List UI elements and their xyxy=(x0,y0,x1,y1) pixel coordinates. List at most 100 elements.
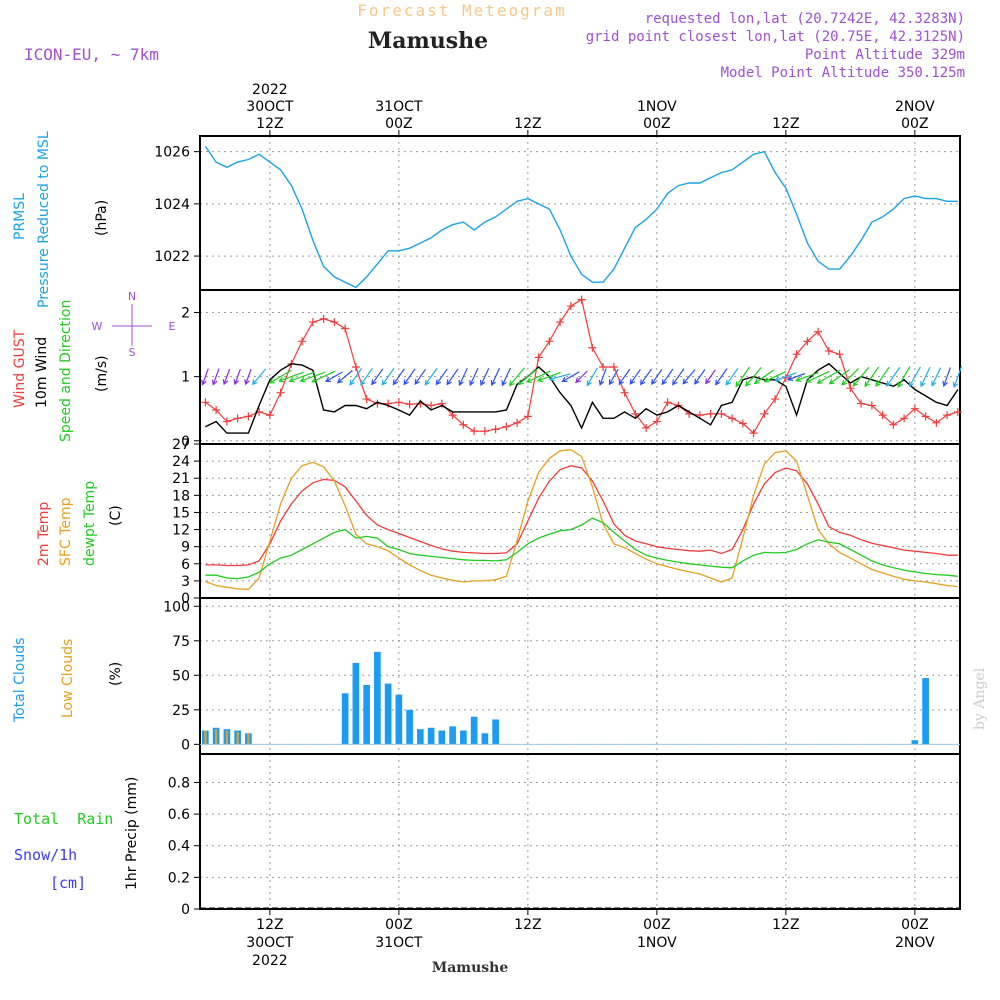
precip-panel: 0 0.2 0.4 0.6 0.8 xyxy=(168,753,961,918)
wind-arrow xyxy=(705,369,716,385)
y-tick-label: 0 xyxy=(181,737,190,753)
y-tick-label: 100 xyxy=(163,599,190,615)
gust-marker xyxy=(728,414,737,423)
y-tick-label: 2 xyxy=(181,305,190,321)
wind-arrow xyxy=(920,366,931,388)
time-label-top: 12Z xyxy=(256,116,283,132)
y-tick-label: 0 xyxy=(181,591,190,607)
wind-arrow xyxy=(841,368,859,386)
gust-marker xyxy=(599,363,608,371)
wind-dir-label: Speed and Direction xyxy=(58,300,74,442)
gust-marker xyxy=(405,400,414,409)
wind-arrow xyxy=(864,366,880,388)
prmsl-label: PRMSL xyxy=(12,193,28,240)
wind-arrow xyxy=(875,366,890,388)
wind-arrow xyxy=(805,370,830,383)
wind-arrow xyxy=(336,370,353,384)
wind-arrow xyxy=(575,370,588,384)
compass-rose: N S W E xyxy=(92,290,176,359)
total-cloud-bar xyxy=(374,651,381,745)
time-label-top: 30OCT xyxy=(246,99,294,115)
y-tick-label: 50 xyxy=(172,668,190,684)
total-clouds-label: Total Clouds xyxy=(12,638,28,723)
wind-arrow xyxy=(458,367,468,387)
wind-arrow xyxy=(725,368,739,386)
gust-marker xyxy=(502,422,511,431)
gust-marker xyxy=(910,404,919,413)
clouds-frame xyxy=(199,597,961,755)
wind-arrow xyxy=(828,369,850,385)
wind-arrow xyxy=(672,368,685,386)
wind-arrow xyxy=(774,372,797,382)
requested-coords: requested lon,lat (20.7242E, 42.3283N) xyxy=(645,11,965,27)
gust-marker xyxy=(835,350,844,359)
gust-marker xyxy=(738,419,747,428)
y-tick-label: 18 xyxy=(172,488,190,504)
footer-location: Mamushe xyxy=(432,960,509,976)
wind-arrow xyxy=(211,368,220,386)
y-tick-label: 9 xyxy=(181,540,190,556)
wind-arrow xyxy=(325,371,343,383)
wind-arrow xyxy=(233,368,241,386)
gust-marker xyxy=(857,399,866,408)
wind-arrow xyxy=(311,370,336,383)
y-tick-label: 1026 xyxy=(154,145,190,161)
wind-arrow xyxy=(517,368,538,386)
gust-marker xyxy=(846,384,855,393)
wind-arrow xyxy=(661,368,674,386)
wind-arrow xyxy=(536,371,561,383)
y-tick-label: 1022 xyxy=(154,249,190,265)
wind-arrow xyxy=(424,368,438,386)
gust-marker xyxy=(545,337,554,346)
y-tick-label: 3 xyxy=(181,574,190,590)
chart-title: Mamushe xyxy=(368,28,488,54)
wind-arrow xyxy=(299,371,326,383)
wind-arrow xyxy=(618,368,631,386)
total-cloud-bar xyxy=(352,662,360,745)
time-label-top: 12Z xyxy=(772,116,799,132)
wind-arrow xyxy=(586,367,598,387)
pressure-panel: 1022 1024 1026 xyxy=(154,135,961,291)
model-altitude: Model Point Altitude 350.125m xyxy=(721,65,965,81)
point-altitude: Point Altitude 329m xyxy=(805,47,965,63)
gust-marker xyxy=(652,417,661,426)
wind-arrow xyxy=(694,369,706,385)
precip-ylabel: 1hr Precip (mm) xyxy=(124,777,140,890)
gust-marker xyxy=(771,395,780,404)
wind-arrow xyxy=(278,371,304,383)
wind-arrow xyxy=(525,370,551,383)
gust-marker xyxy=(867,401,876,410)
total-cloud-bar xyxy=(481,733,489,745)
wind-arrow xyxy=(480,367,490,387)
total-cloud-bar xyxy=(406,709,413,745)
wind-arrow xyxy=(222,368,231,386)
time-label-top: 2NOV xyxy=(895,99,935,115)
precip-frame xyxy=(199,753,961,910)
wind-arrow xyxy=(561,371,580,383)
y-tick-label: 25 xyxy=(172,703,190,719)
wind-arrow xyxy=(251,368,267,386)
time-label-bottom: 2NOV xyxy=(895,935,935,951)
clouds-panel: 0 25 50 75 100 xyxy=(163,597,961,755)
time-label-top: 00Z xyxy=(385,116,412,132)
y-tick-label: 1 xyxy=(181,370,190,386)
gust-marker xyxy=(663,398,672,407)
wind-arrow xyxy=(745,367,762,387)
watermark: by Angel xyxy=(972,667,988,730)
snow-label: Snow/1h xyxy=(14,846,77,864)
y-tick-label: 12 xyxy=(172,523,190,539)
clouds-unit: (%) xyxy=(108,662,124,686)
gust-marker xyxy=(620,388,629,397)
2m-temp-line xyxy=(205,465,958,567)
gust-marker xyxy=(943,411,952,420)
gust-marker xyxy=(900,414,909,423)
y-tick-label: 27 xyxy=(172,437,190,453)
wind-speed-line xyxy=(205,362,959,434)
y-tick-label: 24 xyxy=(172,454,190,470)
time-label-top: 1NOV xyxy=(637,99,677,115)
total-cloud-bar xyxy=(449,726,456,745)
gust-marker xyxy=(717,409,726,418)
gust-marker xyxy=(470,427,479,436)
wind-arrow xyxy=(371,368,384,386)
